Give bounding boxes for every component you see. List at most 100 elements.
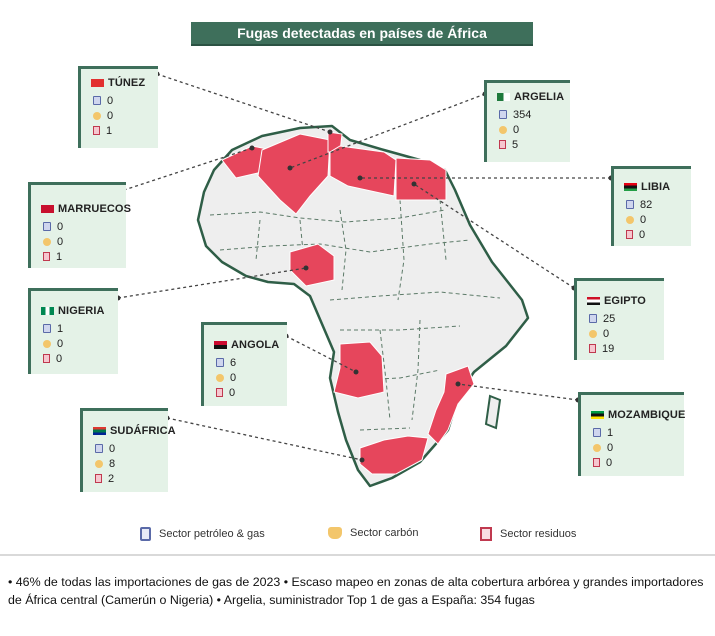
- waste-count: 0: [229, 386, 236, 399]
- footer: • 46% de todas las importaciones de gas …: [0, 559, 715, 636]
- oil-drum-icon: [589, 314, 597, 323]
- angola-flag-icon: [214, 341, 227, 349]
- oil-gas-count: 1: [57, 322, 64, 335]
- oil-gas-count: 1: [607, 426, 614, 439]
- highlighted-countries: [221, 131, 475, 475]
- oil-gas-count: 25: [603, 312, 616, 325]
- coal-cart-icon: [593, 443, 601, 452]
- trash-bin-icon: [593, 458, 600, 467]
- coal-count: 0: [607, 441, 614, 454]
- country-name: ANGOLA: [231, 339, 280, 351]
- oil-gas-count: 82: [640, 198, 653, 211]
- tunisia-flag-icon: [91, 79, 104, 87]
- oil-gas-count: 0: [57, 220, 64, 233]
- egypt-flag-icon: [587, 297, 600, 305]
- trash-bin-icon: [626, 230, 633, 239]
- libya-flag-icon: [624, 183, 637, 191]
- country-card-nigeria: NIGERIA 1 0 0: [28, 288, 118, 374]
- trash-bin-icon: [95, 474, 102, 483]
- waste-count: 19: [602, 342, 615, 355]
- country-name: MOZAMBIQUE: [608, 409, 686, 421]
- legend-label: Sector carbón: [350, 527, 419, 539]
- trash-bin-icon: [43, 252, 50, 261]
- argelia-shape: [257, 133, 331, 215]
- nigeria-flag-icon: [41, 307, 54, 315]
- coal-count: 0: [513, 123, 520, 136]
- coal-count: 0: [107, 109, 114, 122]
- libia-shape: [329, 145, 397, 197]
- trash-bin-icon: [589, 344, 596, 353]
- legend-label: Sector residuos: [500, 528, 577, 540]
- country-card-sudafrica: SUDÁFRICA 0 8 2: [80, 408, 176, 492]
- oil-drum-icon: [626, 200, 634, 209]
- mozambique-shape: [427, 365, 475, 445]
- legend-label: Sector petróleo & gas: [159, 528, 265, 540]
- country-card-libia: LIBIA 82 0 0: [611, 166, 691, 246]
- connector-lines: [117, 73, 611, 461]
- map-title: Fugas detectadas en países de África: [237, 25, 487, 41]
- coal-count: 0: [57, 235, 64, 248]
- mozambique-flag-icon: [591, 411, 604, 419]
- coal-cart-icon: [499, 125, 507, 134]
- south-africa-flag-icon: [93, 427, 106, 435]
- oil-drum-icon: [95, 444, 103, 453]
- waste-count: 5: [512, 138, 519, 151]
- waste-count: 1: [106, 124, 113, 137]
- oil-gas-count: 0: [107, 94, 114, 107]
- waste-count: 1: [56, 250, 63, 263]
- country-card-marruecos: MARRUECOS 0 0 1: [28, 182, 131, 268]
- oil-gas-count: 0: [109, 442, 116, 455]
- coal-cart-icon: [95, 459, 103, 468]
- coal-count: 0: [57, 337, 64, 350]
- coal-cart-icon: [216, 373, 224, 382]
- coal-count: 0: [230, 371, 237, 384]
- morocco-flag-icon: [41, 205, 54, 213]
- country-borders: [209, 199, 501, 431]
- waste-count: 0: [639, 228, 646, 241]
- angola-shape: [333, 341, 385, 399]
- country-card-egipto: EGIPTO 25 0 19: [574, 278, 664, 360]
- coal-count: 8: [109, 457, 116, 470]
- coal-count: 0: [603, 327, 610, 340]
- oil-drum-icon: [593, 428, 601, 437]
- legend-oil-gas: Sector petróleo & gas: [140, 527, 265, 541]
- country-card-tunez: TÚNEZ 0 0 1: [78, 66, 158, 148]
- legend-coal: Sector carbón: [328, 527, 418, 539]
- coal-cart-icon: [328, 527, 342, 539]
- oil-drum-icon: [43, 222, 51, 231]
- divider: [0, 554, 715, 556]
- madagascar-shape: [484, 394, 502, 430]
- oil-drum-icon: [93, 96, 101, 105]
- country-name: EGIPTO: [604, 295, 646, 307]
- africa-map: [115, 71, 614, 488]
- oil-gas-count: 6: [230, 356, 237, 369]
- sudafrica-shape: [359, 435, 429, 475]
- country-name: MARRUECOS: [58, 203, 132, 215]
- oil-drum-icon: [499, 110, 507, 119]
- trash-bin-icon: [216, 388, 223, 397]
- oil-drum-icon: [216, 358, 224, 367]
- title-bar: Fugas detectadas en países de África: [191, 22, 533, 46]
- oil-drum-icon: [43, 324, 51, 333]
- oil-gas-count: 354: [513, 108, 532, 121]
- trash-bin-icon: [43, 354, 50, 363]
- egipto-shape: [395, 157, 447, 201]
- coal-cart-icon: [93, 111, 101, 120]
- country-name: NIGERIA: [58, 305, 105, 317]
- trash-bin-icon: [480, 527, 492, 541]
- coal-cart-icon: [589, 329, 597, 338]
- country-name: TÚNEZ: [108, 77, 146, 89]
- waste-count: 0: [56, 352, 63, 365]
- footer-text: • 46% de todas las importaciones de gas …: [8, 575, 704, 607]
- country-name: LIBIA: [641, 181, 671, 193]
- country-name: SUDÁFRICA: [110, 425, 176, 437]
- oil-drum-icon: [140, 527, 151, 541]
- algeria-flag-icon: [497, 93, 510, 101]
- legend-waste: Sector residuos: [480, 527, 576, 541]
- waste-count: 2: [108, 472, 115, 485]
- country-card-mozambique: MOZAMBIQUE 1 0 0: [578, 392, 686, 476]
- country-card-angola: ANGOLA 6 0 0: [201, 322, 287, 406]
- country-name: ARGELIA: [514, 91, 565, 103]
- trash-bin-icon: [499, 140, 506, 149]
